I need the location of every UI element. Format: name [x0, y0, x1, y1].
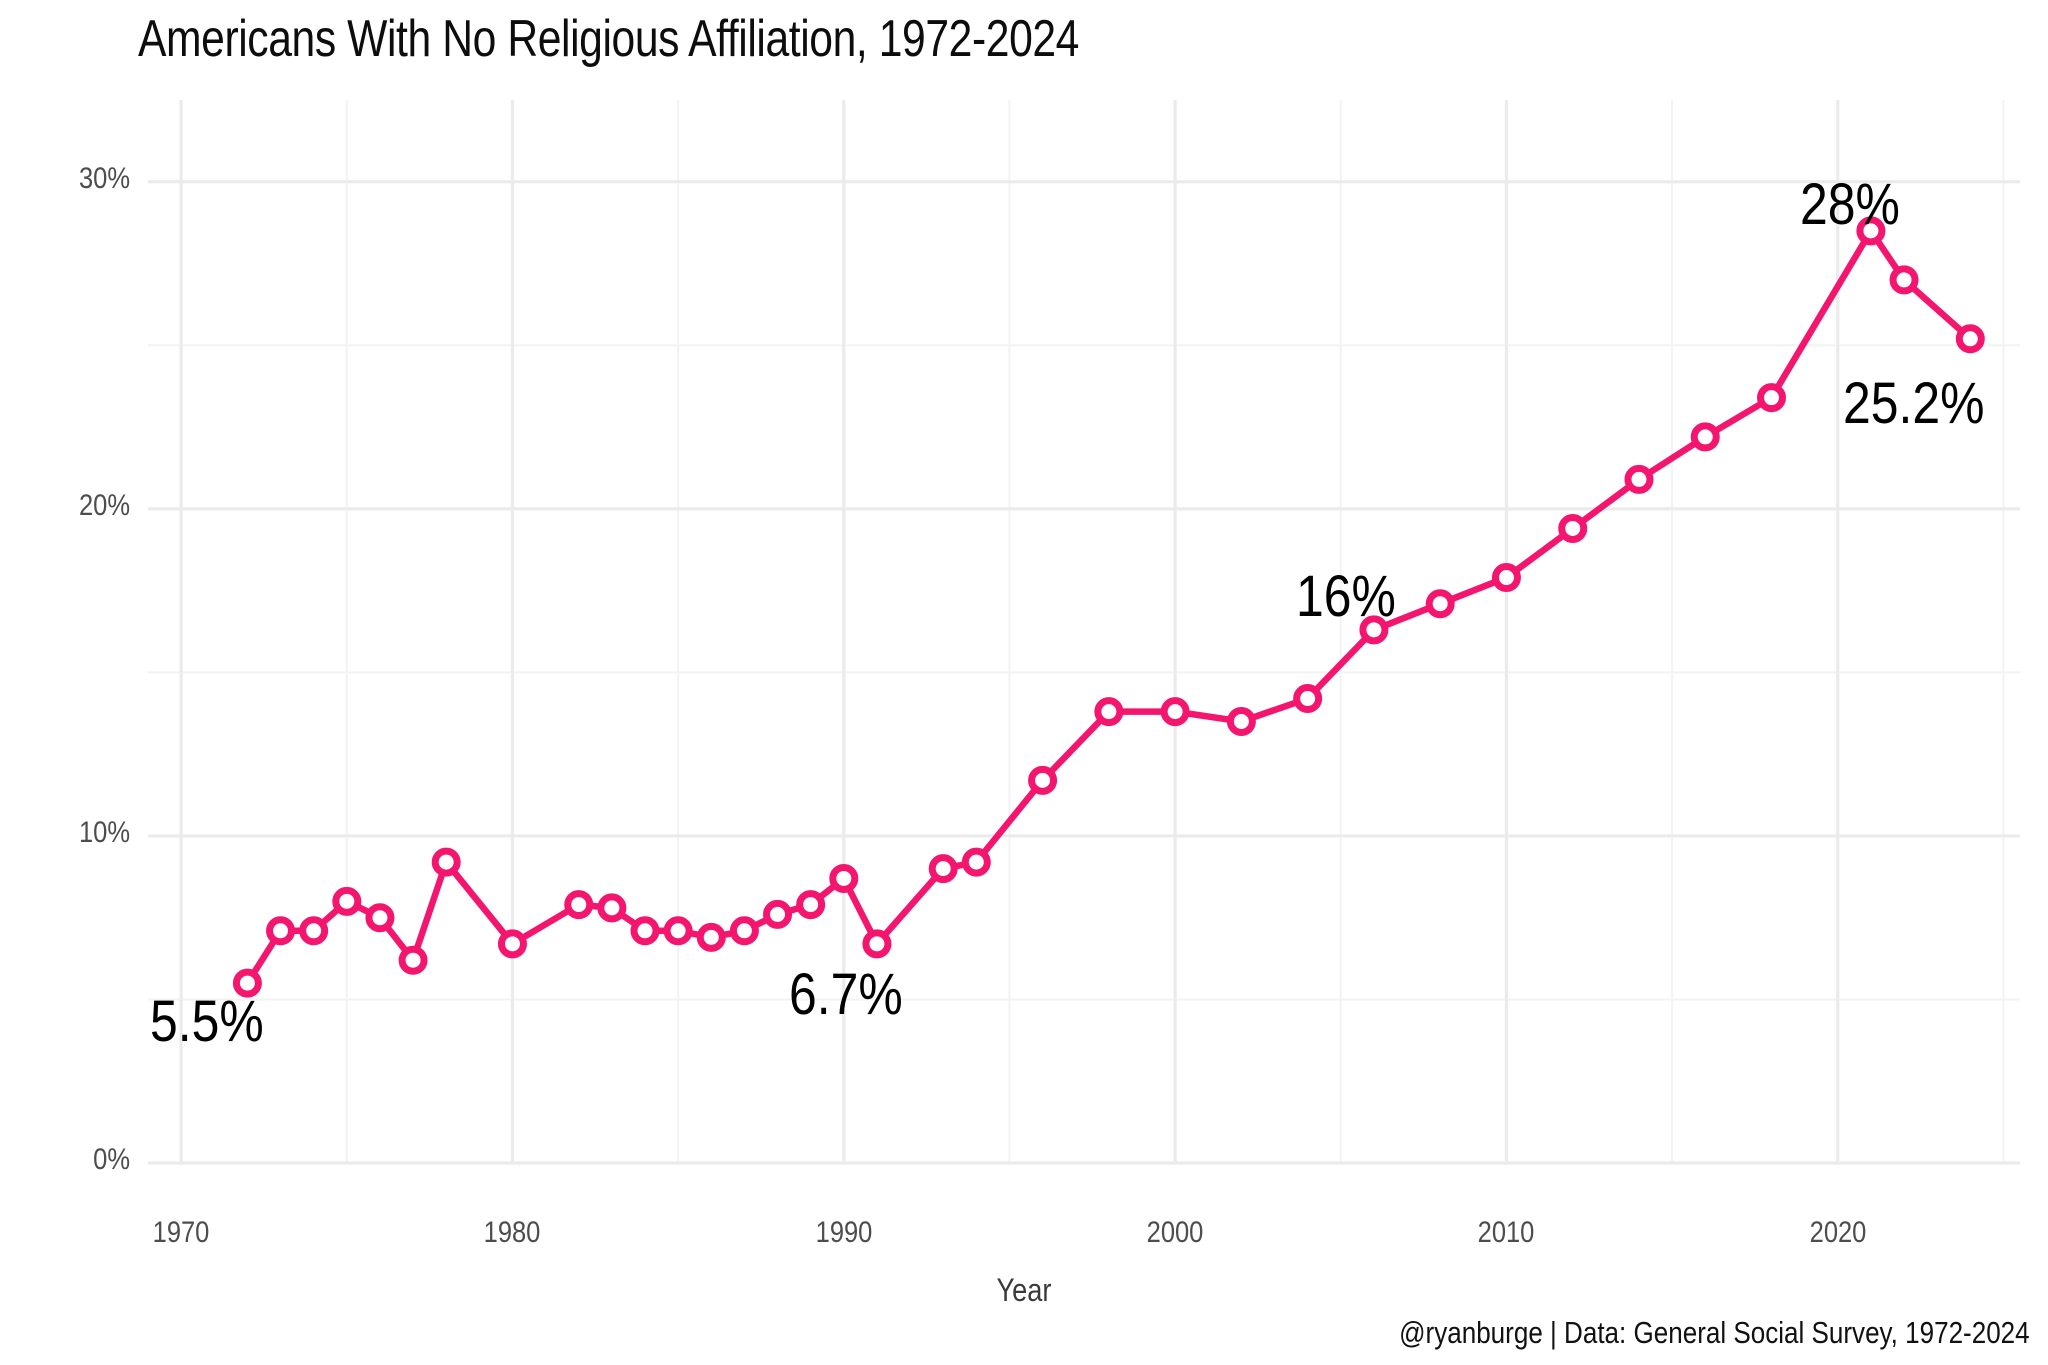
data-point-marker: 1978: 9.2%	[431, 847, 461, 877]
annotation-25-2: 25.2%	[1843, 371, 1985, 436]
data-point-marker: 2008: 17.1%	[1425, 589, 1455, 619]
data-point-marker: 1987: 7.1%	[729, 916, 759, 946]
data-point-marker: 1996: 11.7%	[1028, 765, 1058, 795]
data-point-marker: 1998: 13.8%	[1094, 697, 1124, 727]
data-point-marker: 2006: 16.3%	[1359, 615, 1389, 645]
data-point-marker: 1982: 7.9%	[564, 890, 594, 920]
page-title: Americans With No Religious Affiliation,…	[138, 10, 1079, 68]
annotation-16: 16%	[1296, 564, 1396, 629]
minor-gridlines	[148, 100, 2020, 1163]
data-point-marker: 2018: 23.4%	[1757, 383, 1786, 413]
data-point-marker: 1983: 7.8%	[597, 893, 627, 923]
x-axis-tick-label: 2000	[1146, 1216, 1204, 1249]
data-point-marker: 2024: 25.2%	[1955, 324, 1985, 354]
data-point-marker: 1989: 7.9%	[796, 890, 826, 920]
x-axis-tick-label: 2020	[1809, 1216, 1867, 1249]
x-axis-tick-label: 1980	[484, 1216, 541, 1249]
data-point-marker: 1993: 9%	[928, 854, 958, 884]
series-line-no-religious-affiliation	[244, 227, 1974, 987]
data-point-marker: 1974: 7.1%	[299, 916, 329, 946]
data-point-marker: 1984: 7.1%	[630, 916, 660, 946]
x-axis-tick-label: 1970	[152, 1216, 210, 1249]
data-point-marker: 2010: 17.9%	[1491, 563, 1521, 593]
data-point-marker: 1973: 7.1%	[266, 916, 296, 946]
data-point-marker: 2014: 20.9%	[1624, 464, 1654, 494]
y-axis-tick-label: 30%	[78, 161, 130, 195]
data-point-marker: 1985: 7.1%	[663, 916, 693, 946]
annotation-6-7: 6.7%	[789, 962, 903, 1027]
series-markers: 1972: 5.5%1973: 7.1%1974: 7.1%1975: 8%19…	[232, 216, 1985, 998]
x-axis-title: Year	[996, 1272, 1052, 1308]
data-point-marker: 1972: 5.5%	[232, 968, 262, 998]
data-point-marker: 1975: 8%	[332, 886, 362, 916]
annotation-5-5: 5.5%	[150, 989, 264, 1054]
annotation-28: 28%	[1800, 172, 1900, 237]
x-axis-tick-label: 2010	[1478, 1216, 1535, 1249]
y-axis-tick-label: 10%	[78, 815, 130, 849]
data-point-marker: 1988: 7.6%	[763, 899, 793, 929]
data-point-marker: 2004: 14.2%	[1293, 684, 1323, 714]
data-point-marker: 2021: 28.5%	[1856, 216, 1886, 246]
y-axis-tick-label: 20%	[78, 488, 130, 522]
data-line	[244, 227, 1974, 987]
data-point-marker: 2012: 19.4%	[1558, 513, 1588, 543]
data-point-marker: 2016: 22.2%	[1690, 422, 1720, 452]
chart-caption: @ryanburge | Data: General Social Survey…	[1399, 1315, 2030, 1350]
data-point-marker: 1976: 7.5%	[365, 903, 395, 933]
data-point-marker: 1986: 6.9%	[696, 922, 726, 952]
data-point-marker: 1994: 9.2%	[961, 847, 991, 877]
major-gridlines	[148, 100, 2020, 1165]
data-point-marker: 1991: 6.7%	[862, 929, 892, 959]
data-point-marker: 1990: 8.7%	[829, 863, 859, 893]
data-point-marker: 1980: 6.7%	[497, 929, 527, 959]
data-point-marker: 2002: 13.5%	[1226, 706, 1256, 736]
data-point-marker: 2022: 27%	[1889, 265, 1919, 295]
y-axis-tick-label: 0%	[93, 1143, 130, 1176]
data-point-marker: 2000: 13.8%	[1160, 697, 1190, 727]
x-axis-tick-label: 1990	[815, 1216, 873, 1249]
data-point-marker: 1977: 6.2%	[398, 945, 428, 975]
